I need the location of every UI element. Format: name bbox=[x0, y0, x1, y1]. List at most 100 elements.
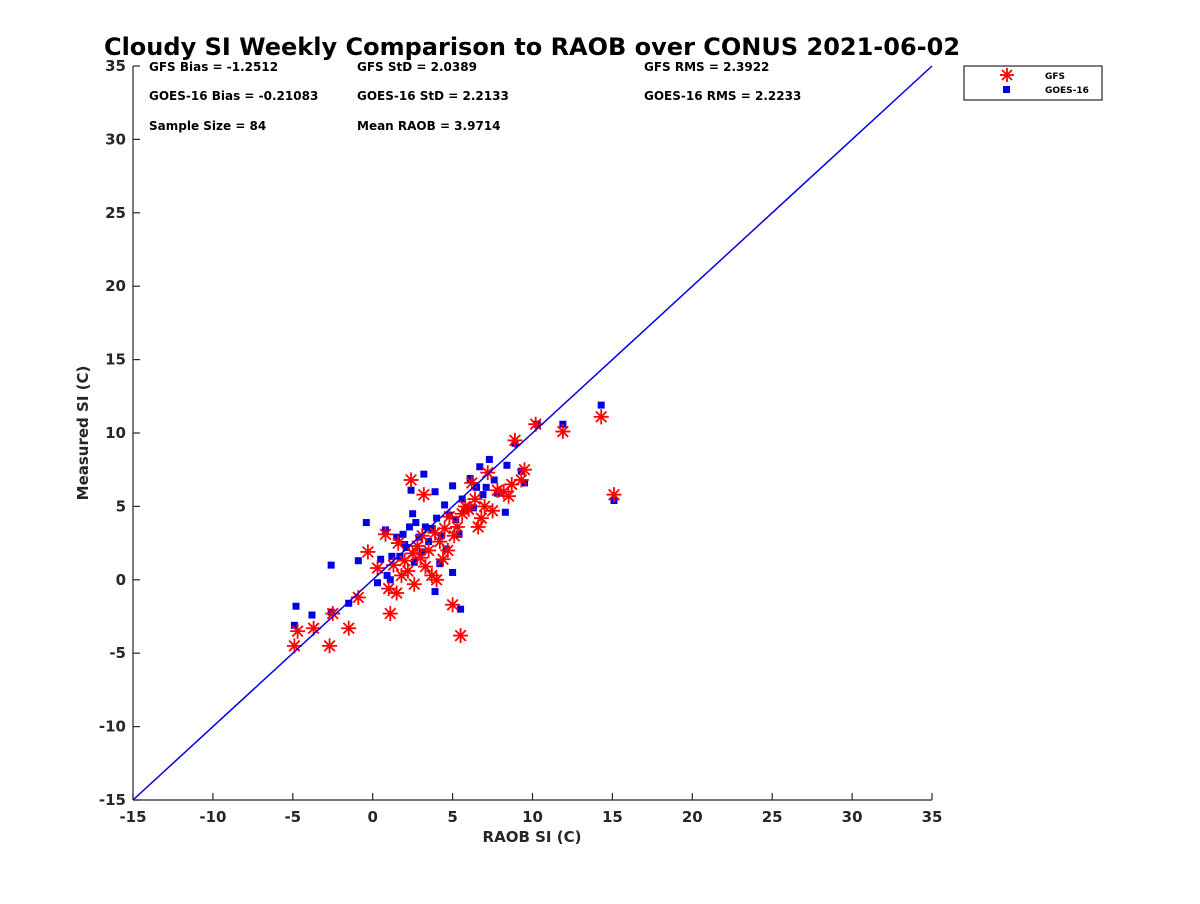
goes-16-point bbox=[421, 523, 429, 531]
gfs-point bbox=[555, 424, 571, 440]
stats-annotations: GFS Bias = -1.2512 GFS StD = 2.0389 GFS … bbox=[149, 60, 801, 133]
x-axis-label: RAOB SI (C) bbox=[483, 828, 582, 846]
x-tick-label: 30 bbox=[842, 808, 863, 826]
goes-16-point bbox=[452, 516, 460, 524]
goes-16-point bbox=[490, 476, 498, 484]
goes-16-point bbox=[420, 470, 428, 478]
gfs-point bbox=[485, 503, 501, 519]
goes-16-point bbox=[449, 568, 457, 576]
goes-16-point bbox=[402, 544, 410, 552]
x-tick-label: -5 bbox=[284, 808, 301, 826]
x-tick-label: 5 bbox=[447, 808, 457, 826]
gfs-rms-text: GFS RMS = 2.3922 bbox=[644, 60, 769, 74]
gfs-point bbox=[389, 585, 405, 601]
gfs-point bbox=[606, 487, 622, 503]
gfs-std-text: GFS StD = 2.0389 bbox=[357, 60, 477, 74]
goes-16-point bbox=[409, 510, 417, 518]
goes-bias-text: GOES-16 Bias = -0.21083 bbox=[149, 89, 318, 103]
gfs-point bbox=[417, 559, 433, 575]
goes-16-point bbox=[449, 482, 457, 490]
y-tick-label: -5 bbox=[109, 644, 126, 662]
goes-16-point bbox=[386, 576, 394, 584]
x-tick-label: 20 bbox=[682, 808, 703, 826]
y-tick-label: 5 bbox=[116, 497, 126, 515]
gfs-bias-text: GFS Bias = -1.2512 bbox=[149, 60, 278, 74]
gfs-point bbox=[369, 560, 385, 576]
goes-16-point bbox=[437, 532, 445, 540]
goes-16-point bbox=[433, 514, 441, 522]
gfs-point bbox=[341, 620, 357, 636]
goes-16-point bbox=[597, 401, 605, 409]
goes-16-point bbox=[469, 504, 477, 512]
goes-16-point bbox=[410, 558, 418, 566]
gfs-point bbox=[473, 510, 489, 526]
goes-16-point bbox=[457, 605, 465, 613]
y-tick-label: 10 bbox=[105, 424, 126, 442]
goes-16-point bbox=[383, 571, 391, 579]
y-axis-label: Measured SI (C) bbox=[74, 366, 92, 501]
gfs-point bbox=[325, 606, 341, 622]
gfs-point bbox=[290, 623, 306, 639]
goes-16-point bbox=[292, 602, 300, 610]
goes-16-point bbox=[362, 519, 370, 527]
goes-16-point bbox=[308, 611, 316, 619]
goes-16-point bbox=[393, 533, 401, 541]
goes-16-point bbox=[354, 557, 362, 565]
gfs-point bbox=[445, 597, 461, 613]
gfs-point bbox=[507, 432, 523, 448]
gfs-point bbox=[377, 526, 393, 542]
goes-16-point bbox=[290, 621, 298, 629]
gfs-point bbox=[416, 487, 432, 503]
goes-16-point bbox=[501, 508, 509, 516]
goes-16-point bbox=[377, 555, 385, 563]
gfs-point bbox=[440, 542, 456, 558]
legend-gfs-label: GFS bbox=[1045, 72, 1065, 82]
goes-16-point bbox=[455, 530, 463, 538]
gfs-point bbox=[513, 472, 529, 488]
goes-std-text: GOES-16 StD = 2.2133 bbox=[357, 89, 509, 103]
mean-raob-text: Mean RAOB = 3.9714 bbox=[357, 119, 501, 133]
goes-16-point bbox=[466, 475, 474, 483]
gfs-point bbox=[403, 472, 419, 488]
y-tick-label: 0 bbox=[116, 571, 126, 589]
goes-16-point bbox=[412, 519, 420, 527]
goes-16-point bbox=[441, 501, 449, 509]
goes-16-point bbox=[476, 463, 484, 471]
gfs-point bbox=[480, 465, 496, 481]
goes-16-point bbox=[482, 483, 490, 491]
x-tick-label: -15 bbox=[119, 808, 146, 826]
y-tick-label: 20 bbox=[105, 277, 126, 295]
gfs-point bbox=[406, 576, 422, 592]
y-tick-label: 25 bbox=[105, 204, 126, 222]
legend-goes-marker bbox=[1003, 86, 1010, 93]
y-tick-label: -15 bbox=[99, 791, 126, 809]
chart-title: Cloudy SI Weekly Comparison to RAOB over… bbox=[104, 33, 960, 61]
gfs-point bbox=[467, 491, 483, 507]
goes-16-point bbox=[327, 561, 335, 569]
gfs-point bbox=[382, 606, 398, 622]
gfs-point bbox=[441, 509, 457, 525]
x-tick-label: 15 bbox=[602, 808, 623, 826]
goes-16-point bbox=[458, 495, 466, 503]
goes-16-point bbox=[479, 491, 487, 499]
goes-16-point bbox=[418, 548, 426, 556]
gfs-point bbox=[414, 528, 430, 544]
gfs-point bbox=[453, 628, 469, 644]
legend-gfs-asterisk bbox=[1000, 68, 1014, 82]
goes-16-point bbox=[503, 461, 511, 469]
gfs-point bbox=[449, 519, 465, 535]
y-tick-label: 35 bbox=[105, 57, 126, 75]
y-tick-label: -10 bbox=[99, 718, 126, 736]
goes-16-point bbox=[373, 579, 381, 587]
y-tick-label: 15 bbox=[105, 351, 126, 369]
x-tick-label: 0 bbox=[367, 808, 377, 826]
gfs-point bbox=[437, 520, 453, 536]
one-to-one-reference-line bbox=[132, 65, 933, 801]
x-tick-label: 25 bbox=[762, 808, 783, 826]
gfs-point bbox=[360, 544, 376, 560]
legend: GFS GOES-16 bbox=[963, 65, 1103, 101]
gfs-point bbox=[400, 563, 416, 579]
goes-16-point bbox=[345, 599, 353, 607]
legend-box bbox=[963, 65, 1103, 101]
